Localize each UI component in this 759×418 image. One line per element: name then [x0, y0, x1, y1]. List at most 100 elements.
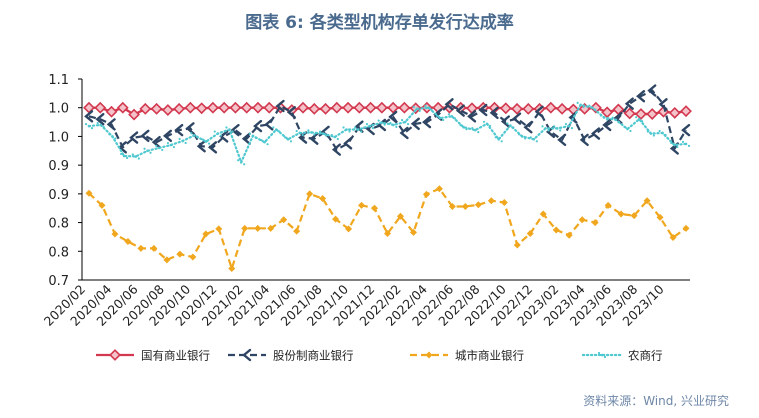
- point: [474, 201, 482, 209]
- point: [319, 194, 327, 202]
- point: [333, 135, 337, 139]
- point: [163, 256, 171, 264]
- point: [601, 106, 614, 119]
- point: [354, 120, 364, 133]
- point: [253, 119, 263, 133]
- point: [202, 230, 210, 238]
- point: [436, 114, 439, 118]
- point: [591, 106, 594, 110]
- series-4: [84, 101, 691, 166]
- point: [150, 244, 158, 252]
- point: [241, 132, 251, 145]
- point: [509, 124, 512, 127]
- point: [623, 125, 626, 129]
- point: [111, 135, 114, 138]
- point: [444, 98, 454, 111]
- point: [126, 156, 129, 160]
- y-tick-label: 0.8: [48, 245, 69, 260]
- point: [500, 115, 510, 128]
- point: [529, 136, 532, 139]
- point: [173, 102, 186, 115]
- point: [301, 133, 304, 137]
- point: [240, 101, 253, 114]
- point: [201, 138, 205, 141]
- point: [139, 102, 152, 115]
- point: [512, 126, 515, 129]
- point: [614, 118, 618, 122]
- point: [109, 349, 121, 361]
- y-tick-label: 0.7: [48, 274, 69, 289]
- point: [409, 228, 417, 236]
- point: [96, 121, 99, 125]
- point: [450, 115, 454, 118]
- point: [94, 101, 107, 114]
- point: [664, 133, 667, 137]
- point: [313, 133, 316, 136]
- point: [448, 202, 456, 210]
- point: [353, 101, 366, 114]
- point: [418, 109, 421, 112]
- point: [330, 133, 333, 137]
- x-axis-tick-labels: 2020/022020/042020/062020/082020/102020/…: [41, 281, 667, 328]
- point: [371, 204, 379, 212]
- point: [161, 104, 174, 116]
- point: [286, 138, 290, 141]
- point: [500, 140, 503, 143]
- point: [106, 118, 116, 131]
- point: [295, 129, 298, 133]
- point: [306, 190, 314, 198]
- point: [155, 144, 158, 148]
- point: [274, 128, 278, 131]
- point: [122, 154, 126, 158]
- point: [228, 128, 231, 131]
- point: [513, 241, 521, 249]
- point: [482, 120, 486, 123]
- point: [485, 122, 489, 126]
- point: [278, 130, 281, 133]
- point: [392, 123, 395, 127]
- point: [682, 224, 690, 232]
- y-axis-tick-labels: 1.1 1.0 1.0 0.9 0.9 0.8 0.8 0.7: [48, 73, 69, 289]
- point: [396, 212, 404, 220]
- point: [506, 122, 509, 125]
- point: [646, 108, 659, 120]
- point: [635, 116, 638, 119]
- point: [176, 250, 184, 258]
- point: [193, 133, 196, 137]
- point: [216, 132, 220, 135]
- point: [85, 189, 93, 197]
- point: [684, 142, 688, 146]
- y-tick-label: 1.0: [48, 130, 69, 145]
- point: [471, 127, 474, 130]
- point: [636, 90, 646, 103]
- point: [535, 140, 538, 143]
- point: [523, 121, 533, 134]
- point: [151, 135, 161, 149]
- point: [254, 224, 262, 232]
- axes: [78, 78, 690, 281]
- series-1: [83, 101, 692, 121]
- point: [489, 106, 499, 120]
- point: [422, 190, 430, 198]
- point: [230, 123, 240, 137]
- point: [251, 134, 255, 138]
- point: [406, 122, 410, 126]
- point: [647, 84, 657, 97]
- point: [343, 137, 353, 150]
- point: [131, 153, 134, 156]
- point: [473, 128, 477, 132]
- legend-label: 农商行: [628, 349, 663, 363]
- point: [150, 102, 163, 115]
- series-layer: [83, 84, 692, 273]
- point: [225, 126, 228, 129]
- point: [134, 155, 138, 158]
- point: [358, 201, 366, 209]
- point: [102, 125, 105, 129]
- point: [424, 104, 427, 107]
- y-tick-label: 0.8: [48, 217, 69, 232]
- point: [342, 126, 345, 129]
- point: [368, 124, 372, 128]
- point: [161, 148, 164, 152]
- point: [95, 112, 105, 126]
